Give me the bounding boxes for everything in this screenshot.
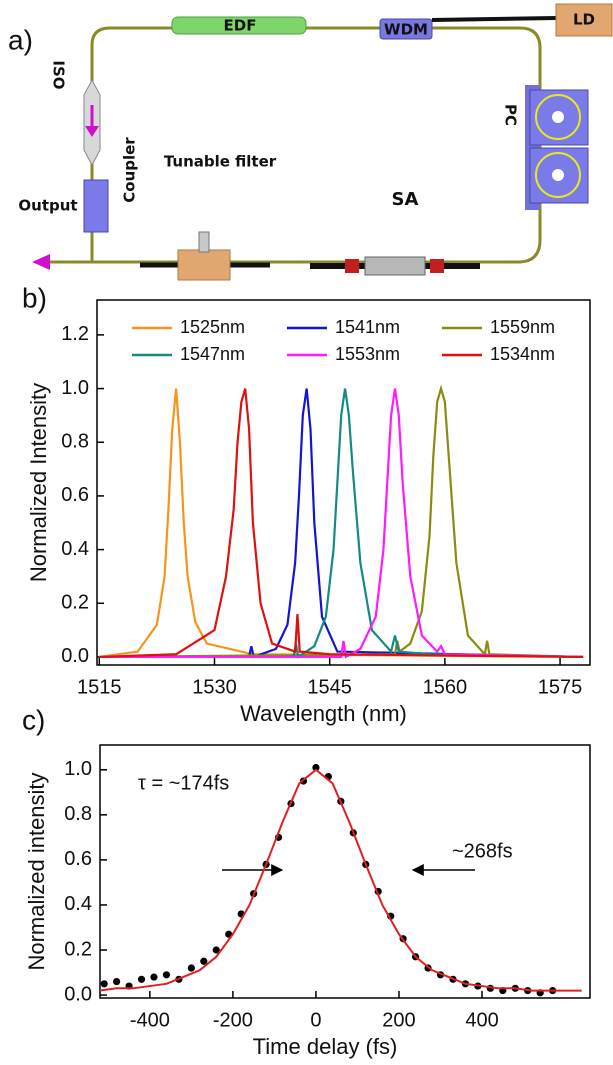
pump-fiber (431, 16, 557, 22)
data-point (312, 763, 320, 772)
panel-label: c) (22, 704, 45, 735)
spectrum-line (99, 388, 584, 659)
data-point (162, 971, 171, 979)
component-label: Coupler (121, 137, 139, 203)
y-tick-label: 0.4 (61, 538, 89, 560)
data-point (150, 973, 158, 981)
x-tick-label: 1530 (192, 676, 237, 698)
wdm (379, 18, 433, 40)
polarization-controller (525, 85, 589, 210)
fit-line (100, 768, 582, 992)
data-point (113, 977, 121, 986)
y-tick-label: 1.2 (61, 323, 89, 345)
legend-label: 1553nm (335, 344, 400, 364)
y-tick-label: 0.0 (64, 983, 92, 1005)
component-label: LD (573, 11, 595, 29)
spectrum-line (99, 388, 584, 659)
x-tick-label: 1545 (307, 676, 352, 698)
series-group (100, 763, 582, 997)
legend-label: 1534nm (490, 344, 555, 364)
data-point (212, 946, 220, 954)
x-tick-label: -400 (130, 1009, 170, 1031)
ld (555, 3, 613, 37)
panel-label: a) (8, 24, 33, 55)
x-axis-label: Time delay (fs) (253, 1034, 398, 1059)
fiber-loop (32, 26, 542, 270)
component-label: SA (392, 189, 419, 210)
y-tick-label: 0.2 (61, 592, 89, 614)
annotation: τ = ~174fs (138, 772, 229, 794)
legend-label: 1525nm (180, 317, 245, 337)
data-point (200, 957, 208, 965)
legend-label: 1559nm (490, 317, 555, 337)
y-axis-label: Normalized Intensity (26, 383, 51, 582)
y-tick-label: 0.8 (64, 803, 92, 825)
y-tick-label: 1.0 (61, 377, 89, 399)
edf (171, 16, 307, 35)
y-tick-label: 1.0 (64, 758, 92, 780)
component-label: PC (502, 104, 520, 126)
x-tick-label: 200 (382, 1009, 415, 1031)
legend-label: 1547nm (180, 344, 245, 364)
component-label: WDM (384, 21, 428, 39)
y-tick-label: 0.6 (61, 484, 89, 506)
x-tick-label: 1575 (538, 676, 583, 698)
y-tick-label: 0.0 (61, 645, 89, 667)
data-point (137, 975, 146, 983)
component-label: EDF (224, 17, 257, 35)
component-label: Tunable filter (164, 153, 277, 171)
data-point (100, 980, 108, 988)
spectrum-line (99, 388, 584, 659)
x-tick-label: 1560 (423, 676, 468, 698)
saturable-absorber (310, 256, 480, 276)
legend-label: 1541nm (335, 317, 400, 337)
series-group (99, 384, 584, 659)
y-tick-label: 0.2 (64, 938, 92, 960)
x-tick-label: 1515 (77, 676, 122, 698)
isolator (83, 78, 101, 167)
tunable-filter (140, 231, 270, 281)
coupler (83, 179, 109, 233)
y-tick-label: 0.8 (61, 431, 89, 453)
x-tick-label: 0 (310, 1009, 321, 1031)
x-tick-label: 400 (465, 1009, 498, 1031)
plot-frame (99, 744, 591, 999)
y-tick-label: 0.4 (64, 893, 92, 915)
y-axis-label: Normalized intensity (24, 772, 49, 970)
plot-frame (96, 299, 591, 666)
component-label: ISO (50, 60, 68, 89)
annotation: ~268fs (452, 840, 513, 862)
x-tick-label: -200 (213, 1009, 253, 1031)
panel-label: b) (22, 282, 47, 313)
data-point (187, 964, 195, 972)
component-label: Output (18, 197, 77, 215)
y-tick-label: 0.6 (64, 848, 92, 870)
x-axis-label: Wavelength (nm) (240, 701, 407, 726)
